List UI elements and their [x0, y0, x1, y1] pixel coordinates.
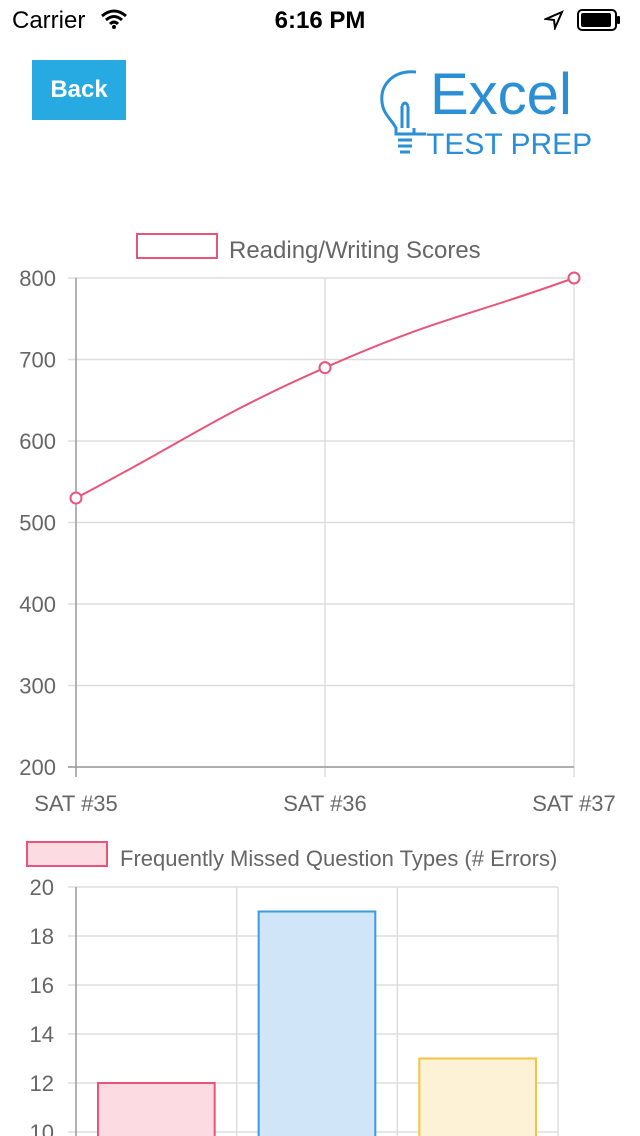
x-tick-label: SAT #36: [283, 791, 367, 816]
wifi-icon: [101, 9, 127, 29]
back-button[interactable]: Back: [32, 60, 126, 120]
y-tick-label: 14: [30, 1022, 54, 1047]
bar: [418, 1057, 538, 1136]
bar: [97, 1082, 216, 1136]
lightbulb-icon: [380, 70, 417, 154]
y-tick-label: 10: [30, 1120, 54, 1136]
y-tick-label: 600: [19, 429, 56, 454]
y-tick-label: 500: [19, 511, 56, 536]
y-tick-label: 12: [30, 1071, 54, 1096]
location-arrow-icon: [544, 10, 564, 30]
data-point: [318, 361, 332, 375]
line-legend-label: Reading/Writing Scores: [229, 237, 481, 264]
x-tick-label: SAT #37: [532, 791, 616, 816]
missed-questions-bar-chart: Frequently Missed Question Types (# Erro…: [26, 841, 559, 1136]
reading-writing-line-chart: Reading/Writing Scores 200 300 400 500 600 70…: [19, 233, 616, 816]
y-tick-label: 400: [19, 592, 56, 617]
line-legend-swatch: [136, 233, 218, 259]
carrier-label: Carrier: [12, 7, 86, 34]
logo-excel-text: Excel: [430, 62, 572, 127]
y-tick-label: 700: [19, 348, 56, 373]
data-point: [567, 271, 581, 285]
battery-icon: [577, 9, 620, 31]
y-tick-label: 300: [19, 674, 56, 699]
bar-legend-label: Frequently Missed Question Types (# Erro…: [120, 846, 557, 871]
y-tick-label: 18: [30, 924, 54, 949]
bar: [257, 910, 377, 1136]
x-tick-label: SAT #35: [34, 791, 118, 816]
y-tick-label: 200: [19, 755, 56, 780]
clock: 6:16 PM: [274, 7, 366, 34]
status-bar: Carrier 6:16 PM: [0, 0, 640, 40]
data-point: [69, 491, 83, 505]
y-tick-label: 20: [30, 875, 54, 900]
y-tick-label: 16: [30, 973, 54, 998]
y-tick-label: 800: [19, 266, 56, 291]
bar-legend-swatch: [26, 841, 108, 867]
logo-test-prep-text: TEST PREP: [426, 128, 592, 161]
excel-test-prep-logo: Excel TEST PREP: [380, 62, 592, 161]
